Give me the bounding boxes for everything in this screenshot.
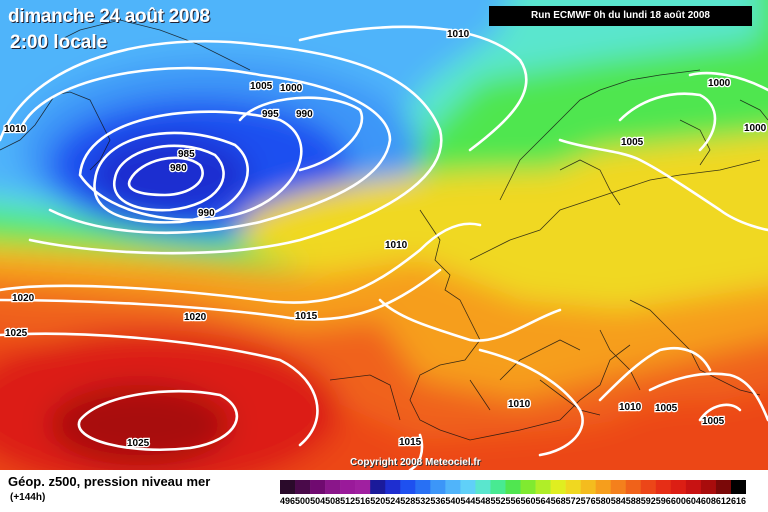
isobar-label: 980: [170, 163, 187, 174]
isobar-label: 1020: [12, 293, 35, 304]
scale-value: 524: [385, 496, 400, 506]
scale-value: 504: [310, 496, 325, 506]
color-scale: 496 500 504 508 512 516 520 524 528 532 536 540 544 5…: [280, 480, 746, 506]
scale-swatch: [640, 480, 657, 494]
scale-value: 512: [340, 496, 355, 506]
scale-value: 532: [415, 496, 430, 506]
scale-value: 540: [445, 496, 460, 506]
scale-swatch: [505, 480, 521, 494]
isobar-label: 1005: [702, 416, 725, 427]
scale-swatch: [280, 480, 296, 494]
isobar-label: 1015: [295, 311, 318, 322]
scale-value: 592: [641, 496, 656, 506]
isobar-label: 990: [296, 109, 313, 120]
scale-value: 500: [295, 496, 310, 506]
isobar-label: 1005: [655, 403, 678, 414]
isobar-label: 995: [262, 109, 279, 120]
scale-value: 616: [731, 496, 746, 506]
scale-value: 596: [656, 496, 671, 506]
scale-value: 608: [701, 496, 716, 506]
scale-swatch: [430, 480, 446, 494]
scale-swatch: [475, 480, 491, 494]
scale-swatch: [445, 480, 461, 494]
model-run-label: Run ECMWF 0h du lundi 18 août 2008: [489, 6, 752, 26]
scale-value: 612: [716, 496, 731, 506]
scale-value: 496: [280, 496, 295, 506]
forecast-time: 2:00 locale: [10, 32, 108, 53]
scale-value: 520: [370, 496, 385, 506]
isobar-label: 1015: [399, 437, 422, 448]
isobar-label: 1005: [621, 137, 644, 148]
isobar-label: 990: [198, 208, 215, 219]
scale-value: 516: [355, 496, 370, 506]
scale-swatch: [685, 480, 702, 494]
scale-swatch: [670, 480, 687, 494]
scale-value: 536: [430, 496, 445, 506]
scale-value: 604: [686, 496, 701, 506]
scale-swatch: [655, 480, 672, 494]
coastlines: [0, 19, 768, 441]
scale-value: 556: [505, 496, 520, 506]
map-legend-title: Géop. z500, pression niveau mer: [8, 474, 211, 489]
scale-value: 588: [626, 496, 641, 506]
scale-value: 560: [521, 496, 536, 506]
scale-swatch: [550, 480, 566, 494]
scale-swatch: [595, 480, 612, 494]
scale-value: 580: [596, 496, 611, 506]
isobar-label: 1000: [744, 123, 767, 134]
scale-swatch: [460, 480, 476, 494]
scale-swatch: [610, 480, 627, 494]
scale-swatch: [385, 480, 401, 494]
forecast-date: dimanche 24 août 2008: [8, 6, 210, 27]
scale-swatch: [340, 480, 356, 494]
isobar-lines: [0, 25, 768, 470]
isobar-label: 1000: [708, 78, 731, 89]
scale-swatch: [415, 480, 431, 494]
isobar-label: 1005: [250, 81, 273, 92]
scale-value: 564: [536, 496, 551, 506]
isobar-label: 1010: [447, 29, 470, 40]
isobar-label: 985: [178, 149, 195, 160]
scale-swatch: [625, 480, 642, 494]
scale-value: 548: [475, 496, 490, 506]
scale-swatch: [565, 480, 581, 494]
scale-value: 508: [325, 496, 340, 506]
scale-swatch: [580, 480, 596, 494]
isobar-labels: 1010 1005 1000 995 990 985 980 990 1010 …: [3, 28, 768, 451]
isobar-label: 1025: [127, 438, 150, 449]
scale-swatch: [520, 480, 536, 494]
scale-swatch: [325, 480, 341, 494]
isobar-label: 1025: [5, 328, 28, 339]
scale-value: 600: [671, 496, 686, 506]
forecast-lead-time: (+144h): [10, 492, 46, 503]
scale-swatch: [370, 480, 386, 494]
scale-swatch: [730, 480, 746, 494]
scale-swatch: [310, 480, 326, 494]
isobar-label: 1010: [385, 240, 408, 251]
weather-map: 1010 1005 1000 995 990 985 980 990 1010 …: [0, 0, 768, 470]
scale-swatch: [535, 480, 551, 494]
scale-value: 576: [581, 496, 596, 506]
scale-value: 572: [566, 496, 581, 506]
scale-value: 544: [460, 496, 475, 506]
scale-swatch: [715, 480, 732, 494]
scale-swatch: [700, 480, 717, 494]
scale-swatch: [355, 480, 371, 494]
scale-swatch: [490, 480, 506, 494]
copyright-text: Copyright 2008 Meteociel.fr: [350, 457, 481, 468]
isobar-label: 1000: [280, 83, 303, 94]
scale-value: 528: [400, 496, 415, 506]
isobar-label: 1010: [508, 399, 531, 410]
scale-value: 552: [490, 496, 505, 506]
scale-value: 584: [611, 496, 626, 506]
isobar-label: 1020: [184, 312, 207, 323]
scale-value: 568: [551, 496, 566, 506]
scale-swatch: [295, 480, 311, 494]
isobar-label: 1010: [4, 124, 27, 135]
isobar-label: 1010: [619, 402, 642, 413]
scale-swatch: [400, 480, 416, 494]
